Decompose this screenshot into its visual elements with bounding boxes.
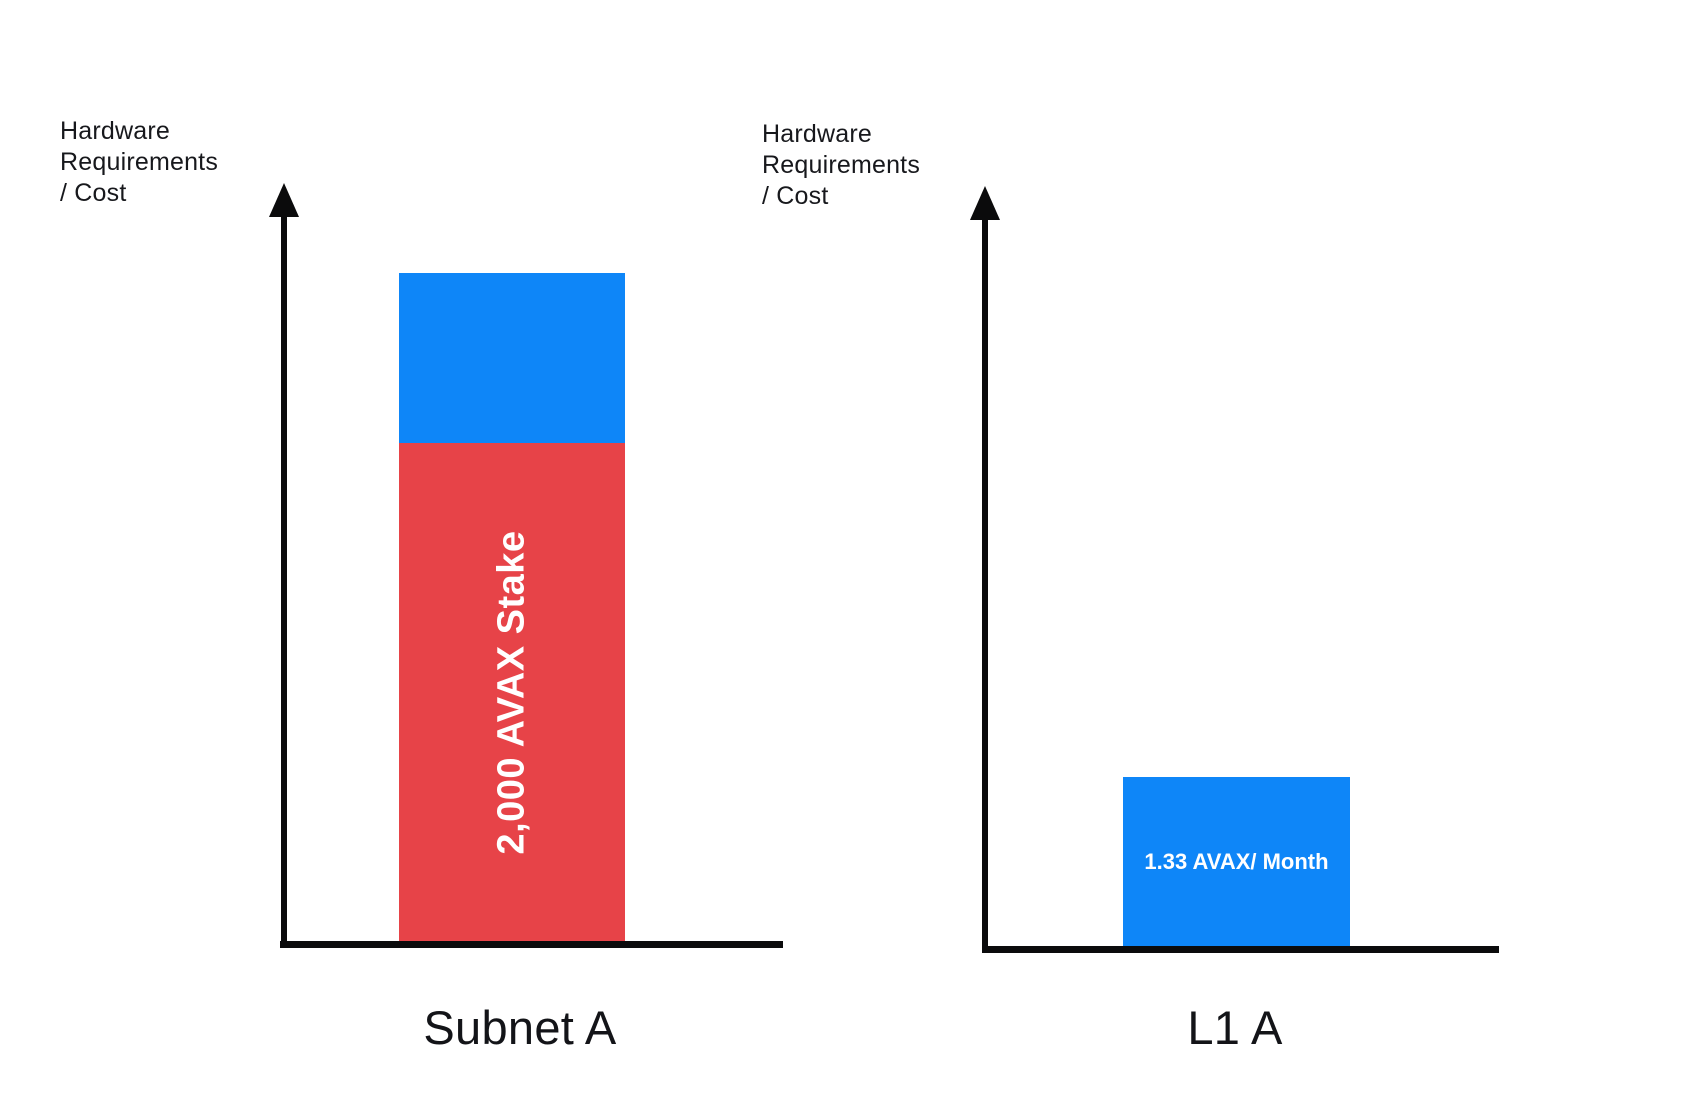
subnet-a-bar: 2,000 AVAX Stake [399,273,625,941]
left-x-axis-line [280,941,783,948]
right-chart-title: L1 A [1187,1001,1283,1054]
l1-a-bar: 1.33 AVAX/ Month [1123,777,1350,946]
left-chart-title: Subnet A [423,1001,617,1054]
right-y-axis-line [982,213,988,950]
right-x-axis-line [982,946,1499,953]
left-y-axis-line [281,210,287,948]
subnet-a-stake-segment: 2,000 AVAX Stake [399,443,625,941]
subnet-a-stake-label: 2,000 AVAX Stake [490,529,533,855]
l1-a-cost-label: 1.33 AVAX/ Month [1144,848,1329,874]
subnet-a-hardware-cost-segment [399,273,625,443]
right-y-axis-label: Hardware Requirements / Cost [762,120,921,210]
left-y-axis-label: Hardware Requirements / Cost [60,117,219,207]
